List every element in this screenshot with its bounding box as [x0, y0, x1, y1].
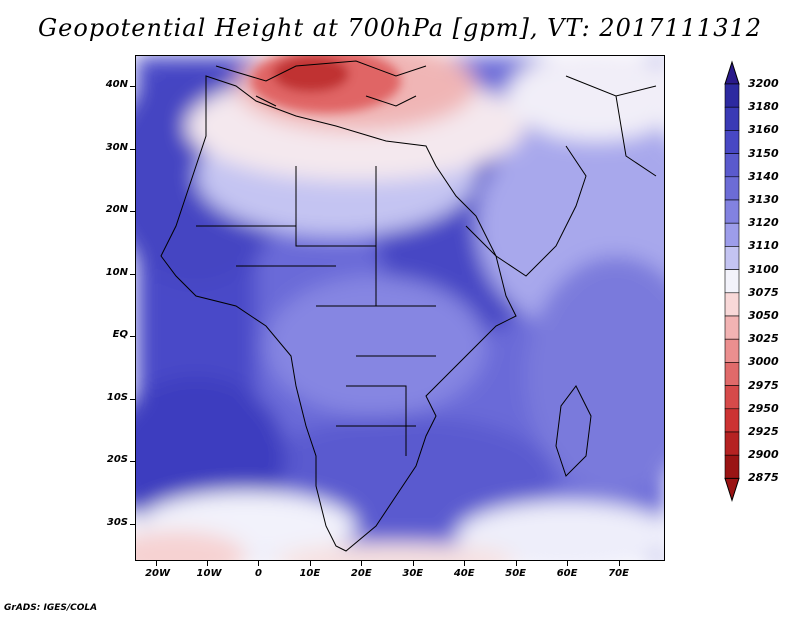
- colorbar-level-label: 3075: [748, 285, 779, 299]
- colorbar-level-label: 3180: [748, 100, 779, 114]
- lon-tick-mark: [464, 561, 466, 566]
- colorbar-swatch: [724, 222, 740, 247]
- lat-tick-label: 30N: [105, 141, 128, 153]
- lat-tick-label: 40N: [105, 79, 128, 91]
- map-panel: [135, 55, 665, 561]
- colorbar-level-label: 3120: [748, 216, 779, 230]
- height-shading: [136, 56, 664, 560]
- lon-tick-mark: [207, 561, 209, 566]
- colorbar-level-label: 3160: [748, 123, 779, 137]
- colorbar-level-label: 2925: [748, 425, 779, 438]
- colorbar-swatch: [724, 269, 740, 294]
- lat-tick-label: 30S: [106, 516, 128, 528]
- lon-tick-label: 0: [254, 568, 262, 579]
- lon-tick-mark: [361, 561, 363, 566]
- colorbar-swatch: [724, 338, 740, 363]
- colorbar-swatch: [724, 292, 740, 317]
- colorbar-swatch: [724, 176, 740, 201]
- lat-tick-label: 20S: [106, 454, 128, 466]
- colorbar-bottom-arrow: [724, 477, 740, 503]
- colorbar-swatch: [724, 246, 740, 270]
- colorbar-swatch: [724, 130, 740, 154]
- lat-tick-label: 20N: [105, 204, 128, 216]
- colorbar-level-label: 3000: [748, 355, 779, 369]
- lat-tick-mark: [130, 148, 135, 150]
- colorbar-level-label: 3100: [748, 262, 779, 276]
- lon-tick-label: 50E: [505, 568, 527, 579]
- lon-tick-label: 10E: [299, 568, 321, 579]
- height-field-map: [136, 56, 664, 560]
- colorbar-swatch: [724, 83, 740, 108]
- lon-tick-mark: [258, 561, 260, 566]
- lat-tick-mark: [130, 398, 135, 400]
- lon-tick-mark: [515, 561, 517, 566]
- colorbar-swatch: [724, 153, 740, 178]
- lon-tick-label: 10W: [196, 568, 222, 579]
- colorbar-level-label: 2950: [748, 401, 779, 415]
- lon-tick-label: 20W: [145, 568, 171, 579]
- lon-tick-label: 70E: [608, 568, 629, 579]
- colorbar-swatch: [724, 431, 740, 456]
- lat-tick-mark: [130, 86, 135, 88]
- colorbar-swatch: [724, 315, 740, 340]
- lat-tick-mark: [130, 336, 135, 338]
- colorbar-swatch: [724, 199, 740, 224]
- lat-tick-mark: [130, 211, 135, 213]
- colorbar-level-label: 3110: [748, 239, 779, 253]
- lon-tick-mark: [618, 561, 620, 566]
- lon-tick-mark: [155, 561, 157, 566]
- colorbar-swatch: [724, 385, 740, 410]
- colorbar-level-label: 2900: [748, 448, 779, 462]
- colorbar-level-label: 3050: [748, 309, 779, 322]
- colorbar-level-label: 2875: [748, 471, 779, 485]
- colorbar-top-arrow: [724, 60, 740, 85]
- colorbar-swatch: [724, 362, 740, 386]
- colorbar-swatch: [724, 408, 740, 433]
- colorbar-level-label: 3150: [748, 146, 779, 160]
- lon-tick-label: 40E: [453, 568, 475, 579]
- colorbar-swatch: [724, 454, 740, 479]
- lat-tick-label: 10S: [106, 391, 128, 403]
- software-credit: GrADS: IGES/COLA: [4, 603, 98, 613]
- colorbar-level-label: 3130: [748, 193, 779, 206]
- colorbar-level-label: 3025: [748, 332, 779, 346]
- lon-tick-mark: [412, 561, 414, 566]
- lon-tick-mark: [309, 561, 311, 566]
- coastlines-and-borders: [160, 60, 657, 552]
- lat-tick-mark: [130, 523, 135, 525]
- colorbar-level-label: 3200: [748, 77, 779, 90]
- lat-tick-mark: [130, 273, 135, 275]
- chart-title: Geopotential Height at 700hPa [gpm], VT:…: [38, 14, 762, 42]
- lat-tick-label: EQ: [112, 329, 128, 341]
- lon-tick-label: 30E: [402, 568, 424, 579]
- lat-tick-label: 10N: [105, 266, 128, 278]
- lon-tick-mark: [567, 561, 569, 566]
- lon-tick-label: 60E: [556, 568, 578, 579]
- colorbar-graphic: [724, 60, 740, 503]
- lat-tick-mark: [130, 461, 135, 463]
- colorbar-level-label: 2975: [748, 378, 779, 392]
- lon-tick-label: 20E: [350, 568, 372, 579]
- colorbar-swatch: [724, 106, 740, 131]
- colorbar-level-label: 3140: [748, 169, 779, 183]
